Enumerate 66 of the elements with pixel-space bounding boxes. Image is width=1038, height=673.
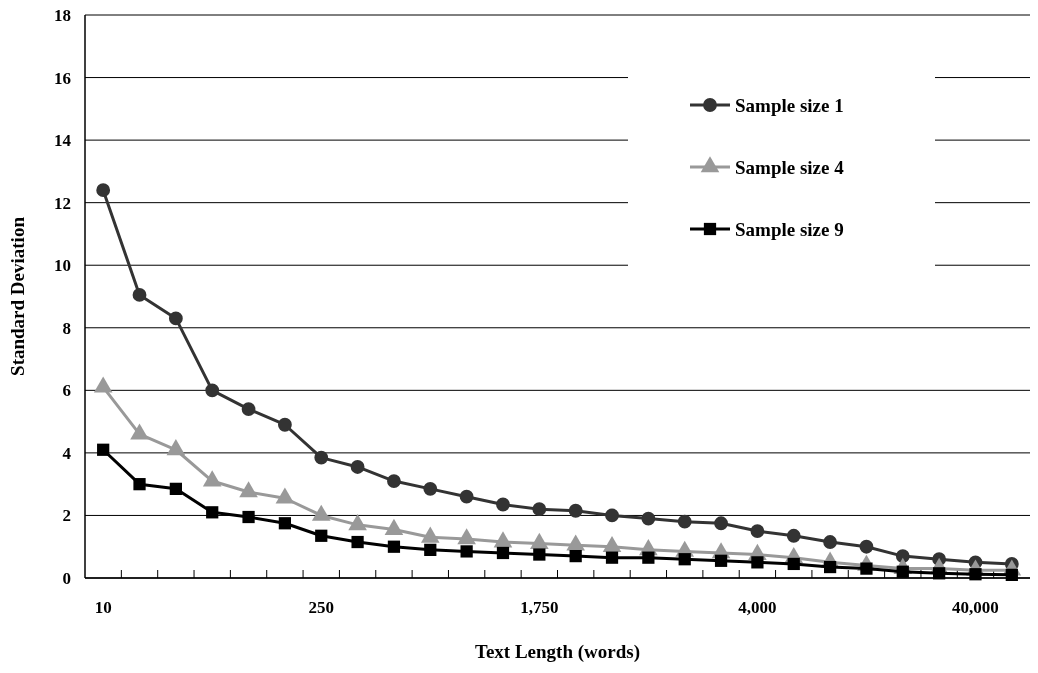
point <box>532 502 547 517</box>
point <box>350 460 365 474</box>
legend-label: Sample size 9 <box>735 218 844 240</box>
legend-label: Sample size 4 <box>735 156 845 178</box>
point <box>496 546 510 560</box>
y-tick-label: 16 <box>54 68 71 88</box>
point <box>750 524 765 538</box>
point <box>569 549 582 563</box>
y-tick-label: 8 <box>62 318 71 338</box>
y-tick-label: 18 <box>54 5 71 25</box>
y-tick-label: 6 <box>62 381 71 401</box>
x-tick-label: 1,750 <box>520 598 559 617</box>
point <box>277 417 292 432</box>
x-tick-label: 10 <box>94 598 112 617</box>
point <box>387 540 401 553</box>
point <box>605 508 619 523</box>
y-tick-label: 2 <box>62 506 71 526</box>
point <box>933 567 946 580</box>
point <box>206 506 219 519</box>
y-tick-label: 12 <box>54 193 71 213</box>
x-tick-label: 250 <box>308 598 334 617</box>
point <box>387 474 401 488</box>
point <box>787 557 800 571</box>
point <box>241 402 256 416</box>
point <box>533 548 546 561</box>
point <box>242 510 255 524</box>
legend-label: Sample size 1 <box>735 94 844 116</box>
point <box>641 511 656 526</box>
point <box>314 450 329 465</box>
point <box>205 383 220 398</box>
point <box>678 553 691 566</box>
point <box>823 535 838 549</box>
point <box>714 516 728 531</box>
point <box>351 535 364 549</box>
y-tick-label: 10 <box>54 256 71 276</box>
point <box>132 288 147 302</box>
y-axis-title: Standard Deviation <box>7 216 28 376</box>
point <box>568 503 583 518</box>
point <box>605 551 619 564</box>
y-tick-label: 4 <box>62 443 72 463</box>
point <box>459 489 474 504</box>
point <box>642 551 655 564</box>
point <box>823 560 837 574</box>
point <box>424 543 437 556</box>
point <box>133 478 146 491</box>
point <box>169 482 182 495</box>
point <box>496 497 510 512</box>
point <box>677 514 692 529</box>
point <box>96 183 111 198</box>
x-tick-label: 40,000 <box>952 598 999 617</box>
point <box>786 528 801 543</box>
point <box>168 311 183 326</box>
x-tick-label: 4,000 <box>738 598 777 617</box>
point <box>859 539 874 554</box>
point <box>751 556 764 569</box>
point <box>969 568 982 581</box>
point <box>278 517 292 530</box>
y-tick-label: 14 <box>54 131 72 151</box>
point <box>315 529 328 542</box>
y-tick-label: 0 <box>62 568 71 588</box>
point <box>423 481 438 496</box>
point <box>1005 568 1018 581</box>
point <box>460 545 473 558</box>
x-axis-title: Text Length (words) <box>474 641 641 663</box>
point <box>97 443 110 456</box>
point <box>714 554 728 567</box>
